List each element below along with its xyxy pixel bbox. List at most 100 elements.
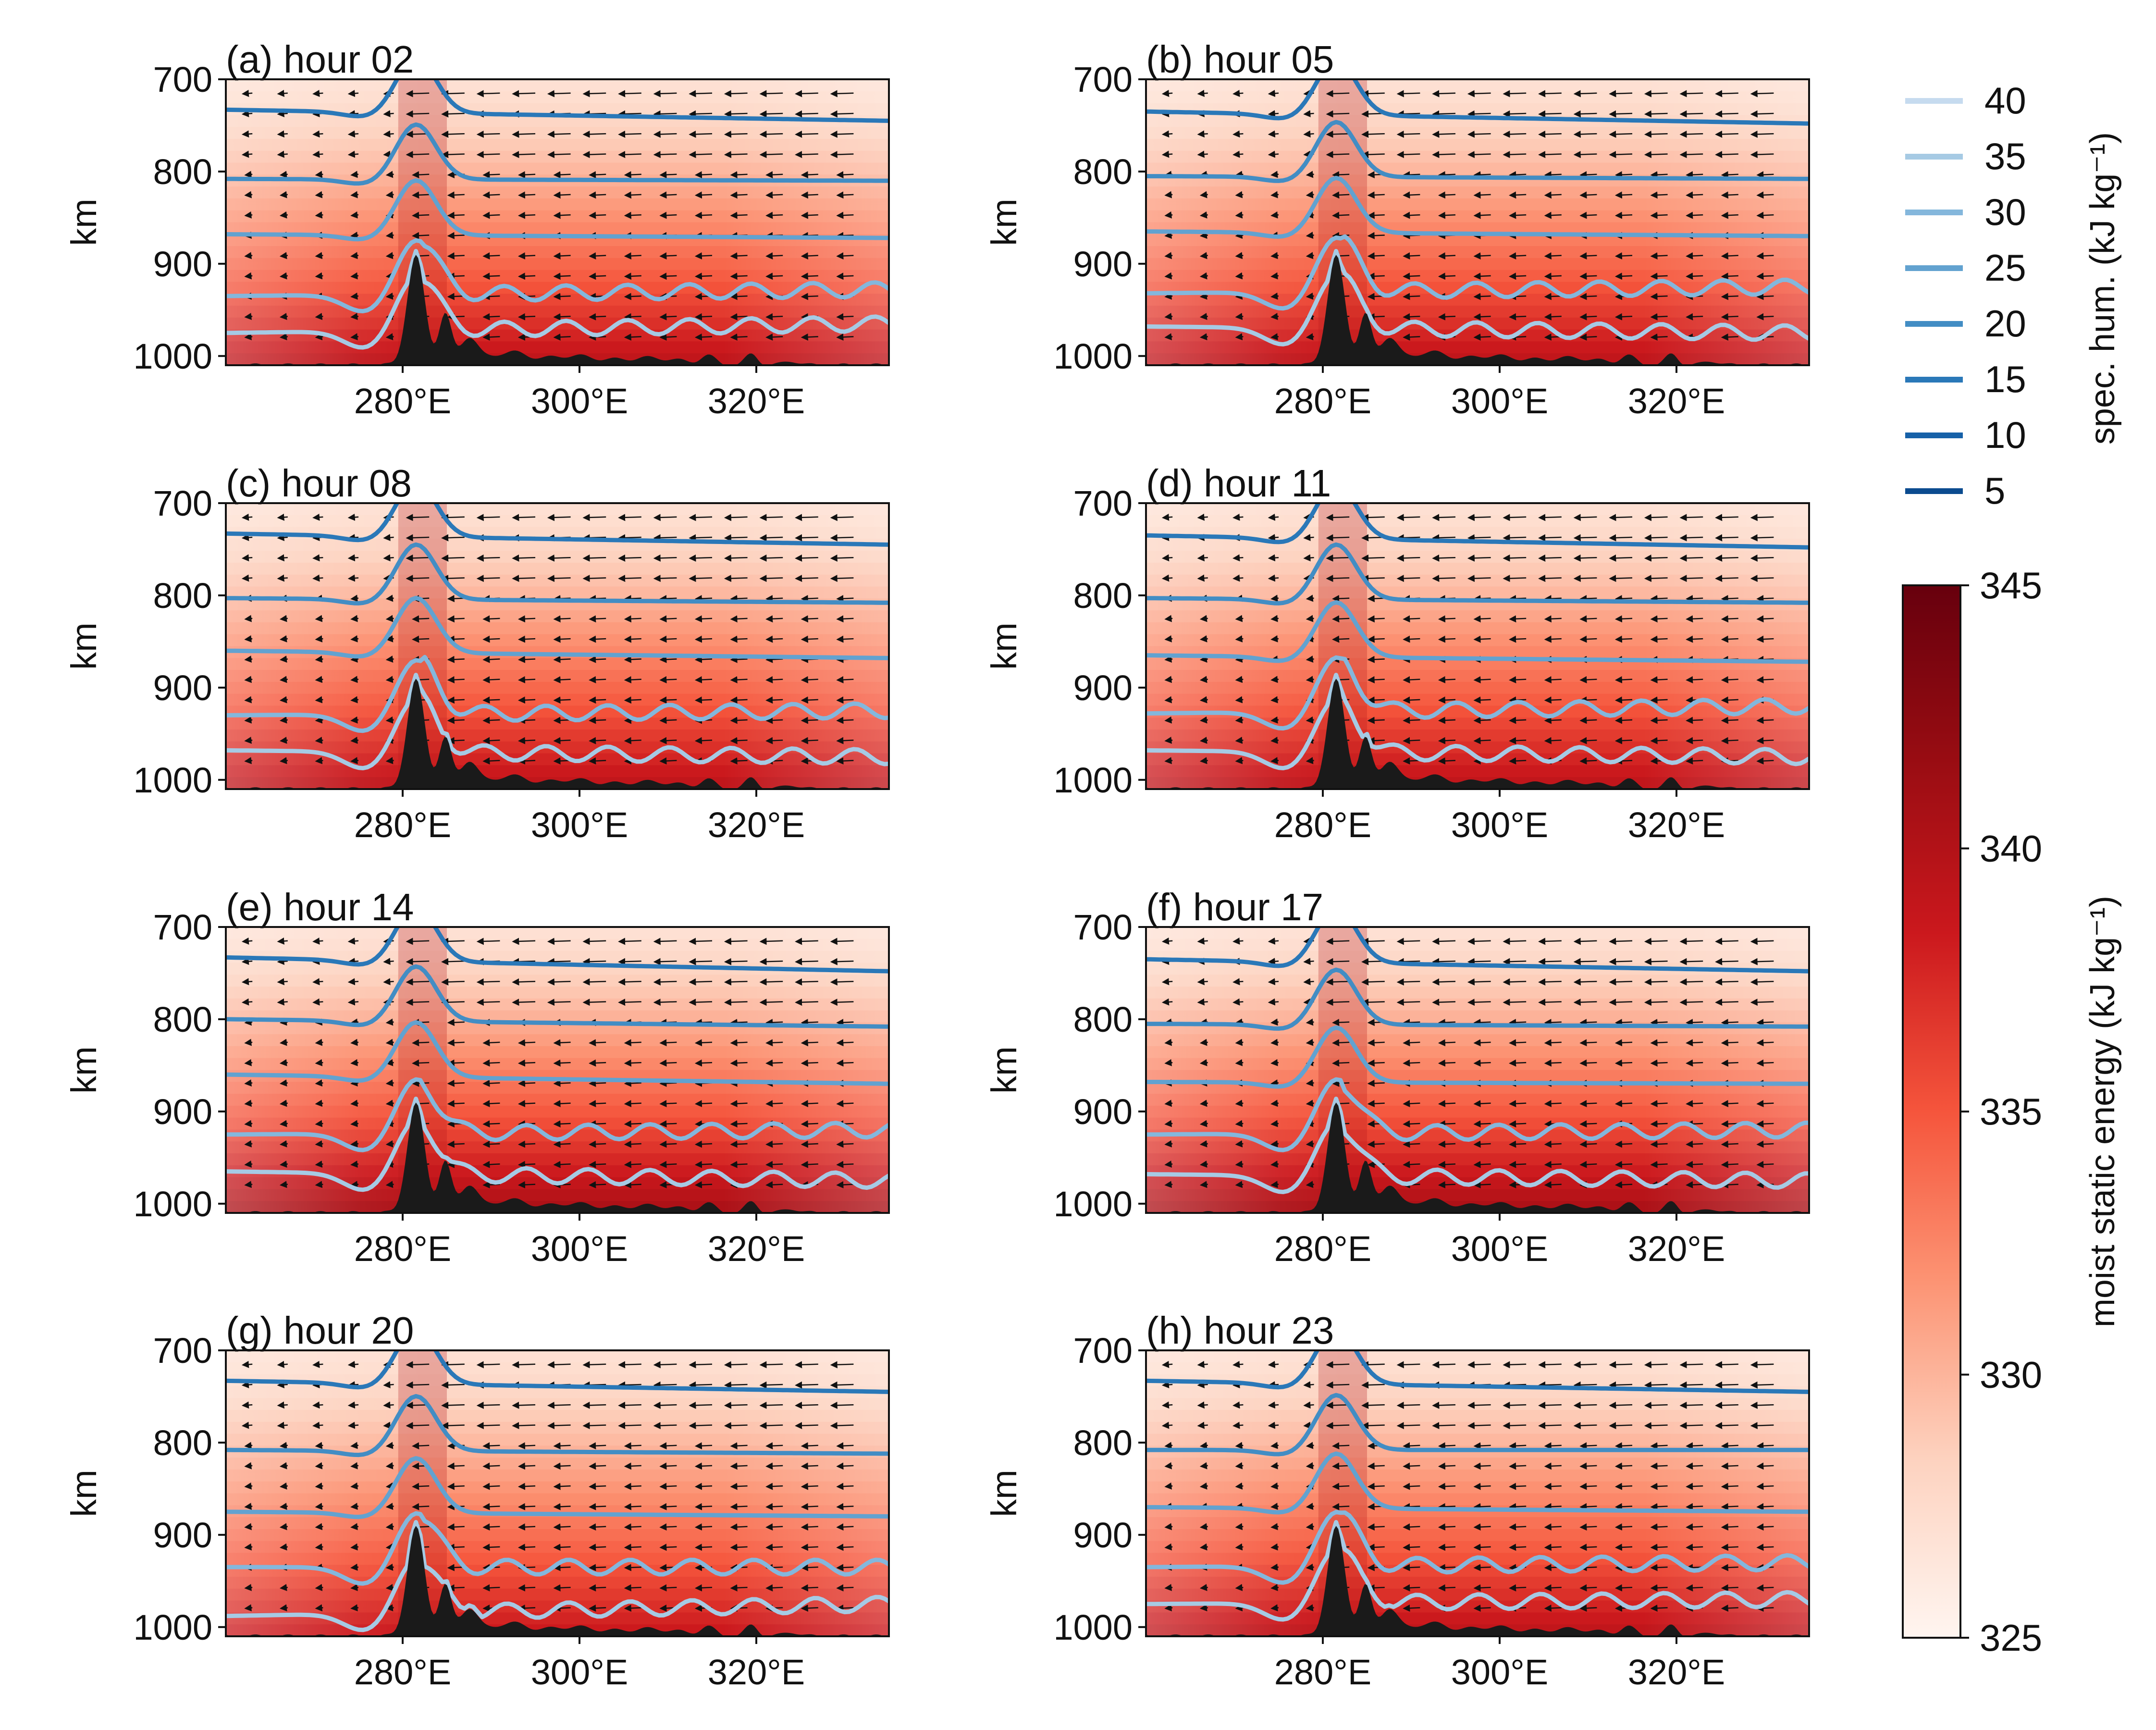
wind-arrow <box>618 514 641 521</box>
wind-arrow <box>482 1584 500 1592</box>
wind-arrow <box>1303 534 1314 542</box>
wind-arrow <box>244 1462 253 1470</box>
y-axis-label: km <box>984 1470 1024 1517</box>
wind-arrow <box>482 313 500 321</box>
wind-arrow <box>1332 1483 1350 1490</box>
wind-arrow <box>1199 716 1208 724</box>
wind-arrow <box>836 1181 854 1188</box>
wind-arrow <box>482 1100 500 1108</box>
wind-arrow <box>1332 1039 1350 1047</box>
wind-arrow <box>1161 89 1173 97</box>
wind-arrow <box>1686 313 1703 321</box>
wind-arrow <box>694 1503 713 1510</box>
wind-arrow <box>1438 252 1456 260</box>
wind-arrow <box>801 1564 818 1571</box>
wind-arrow <box>1686 1019 1703 1026</box>
wind-arrow <box>312 937 323 945</box>
wind-arrow <box>385 716 394 724</box>
wind-arrow <box>801 293 818 300</box>
wind-arrow <box>1614 1483 1633 1490</box>
wind-arrow <box>1756 1100 1774 1108</box>
wind-arrow <box>512 575 536 582</box>
y-tick-label: 800 <box>1073 1423 1133 1463</box>
panel-title: (g) hour 20 <box>226 1309 414 1352</box>
wind-arrow <box>1235 1038 1244 1046</box>
wind-arrow <box>1403 1100 1420 1108</box>
wind-arrow <box>1197 1360 1208 1368</box>
wind-arrow <box>482 191 500 199</box>
wind-arrow <box>795 999 818 1006</box>
wind-arrow <box>482 696 500 704</box>
wind-arrow <box>1509 1544 1527 1551</box>
panel-title: (h) hour 23 <box>1146 1309 1334 1352</box>
wind-arrow <box>1332 211 1350 219</box>
wind-arrow <box>350 272 359 280</box>
wind-arrow <box>1361 151 1385 159</box>
wind-arrow <box>1750 999 1774 1006</box>
wind-arrow <box>618 978 641 986</box>
wind-arrow <box>406 514 430 521</box>
wind-arrow <box>241 513 253 521</box>
wind-arrow <box>1573 1401 1597 1409</box>
humidity-contour-25 <box>1146 234 1809 311</box>
wind-arrow <box>1403 1584 1420 1592</box>
x-tick-label: 280°E <box>354 1229 451 1269</box>
wind-arrow <box>512 554 536 562</box>
wind-arrow <box>1650 717 1668 724</box>
legend-label-30: 30 <box>1984 191 2026 233</box>
wind-arrow <box>1538 110 1562 118</box>
wind-arrow <box>1679 554 1703 562</box>
wind-arrow <box>1270 1604 1279 1612</box>
wind-arrow <box>553 615 571 623</box>
wind-arrow <box>765 1503 783 1510</box>
y-tick-label: 800 <box>1073 152 1133 192</box>
wind-arrow <box>1715 151 1738 159</box>
humidity-contour-20 <box>226 595 889 660</box>
wind-arrow <box>1650 696 1668 704</box>
wind-arrow <box>383 958 394 965</box>
wind-arrow <box>517 696 536 704</box>
wind-arrow <box>447 293 465 300</box>
wind-arrow <box>1403 717 1420 724</box>
wind-arrow <box>1614 191 1633 199</box>
wind-arrow <box>241 110 253 118</box>
wind-arrow <box>1332 1462 1350 1470</box>
wind-arrow <box>724 999 748 1006</box>
wind-arrow <box>1235 1140 1244 1148</box>
wind-arrow <box>1509 1100 1527 1108</box>
y-tick-label: 1000 <box>1053 1184 1133 1224</box>
wind-arrow <box>385 615 394 622</box>
wind-arrow <box>1332 1019 1350 1026</box>
panel-title: (e) hour 14 <box>226 886 414 928</box>
wind-arrow <box>315 716 323 724</box>
wind-arrow <box>1432 514 1456 521</box>
wind-arrow <box>1467 534 1491 542</box>
wind-arrow <box>801 1140 818 1148</box>
wind-arrow <box>830 110 854 118</box>
wind-arrow <box>482 171 500 179</box>
wind-arrow <box>589 1039 606 1047</box>
wind-arrow <box>1473 313 1491 321</box>
wind-arrow <box>589 1544 606 1551</box>
wind-arrow <box>653 999 677 1006</box>
wind-arrow <box>553 1564 571 1571</box>
y-tick-label: 700 <box>1073 1331 1133 1371</box>
wind-arrow <box>1538 130 1562 138</box>
wind-arrow <box>1715 1401 1738 1409</box>
wind-arrow <box>1367 1140 1385 1148</box>
wind-arrow <box>406 938 430 945</box>
wind-arrow <box>553 757 571 765</box>
wind-arrow <box>1503 1401 1527 1409</box>
wind-arrow <box>315 1100 323 1107</box>
wind-arrow <box>689 1401 713 1409</box>
wind-arrow <box>765 1161 783 1168</box>
wind-arrow <box>1579 252 1597 260</box>
wind-arrow <box>1326 938 1350 945</box>
wind-arrow <box>1544 1584 1562 1592</box>
wind-arrow <box>241 958 253 965</box>
wind-arrow <box>1473 1039 1491 1047</box>
wind-arrow <box>1544 717 1562 724</box>
wind-arrow <box>1609 575 1633 582</box>
wind-arrow <box>1644 958 1668 965</box>
wind-arrow <box>315 1140 323 1148</box>
